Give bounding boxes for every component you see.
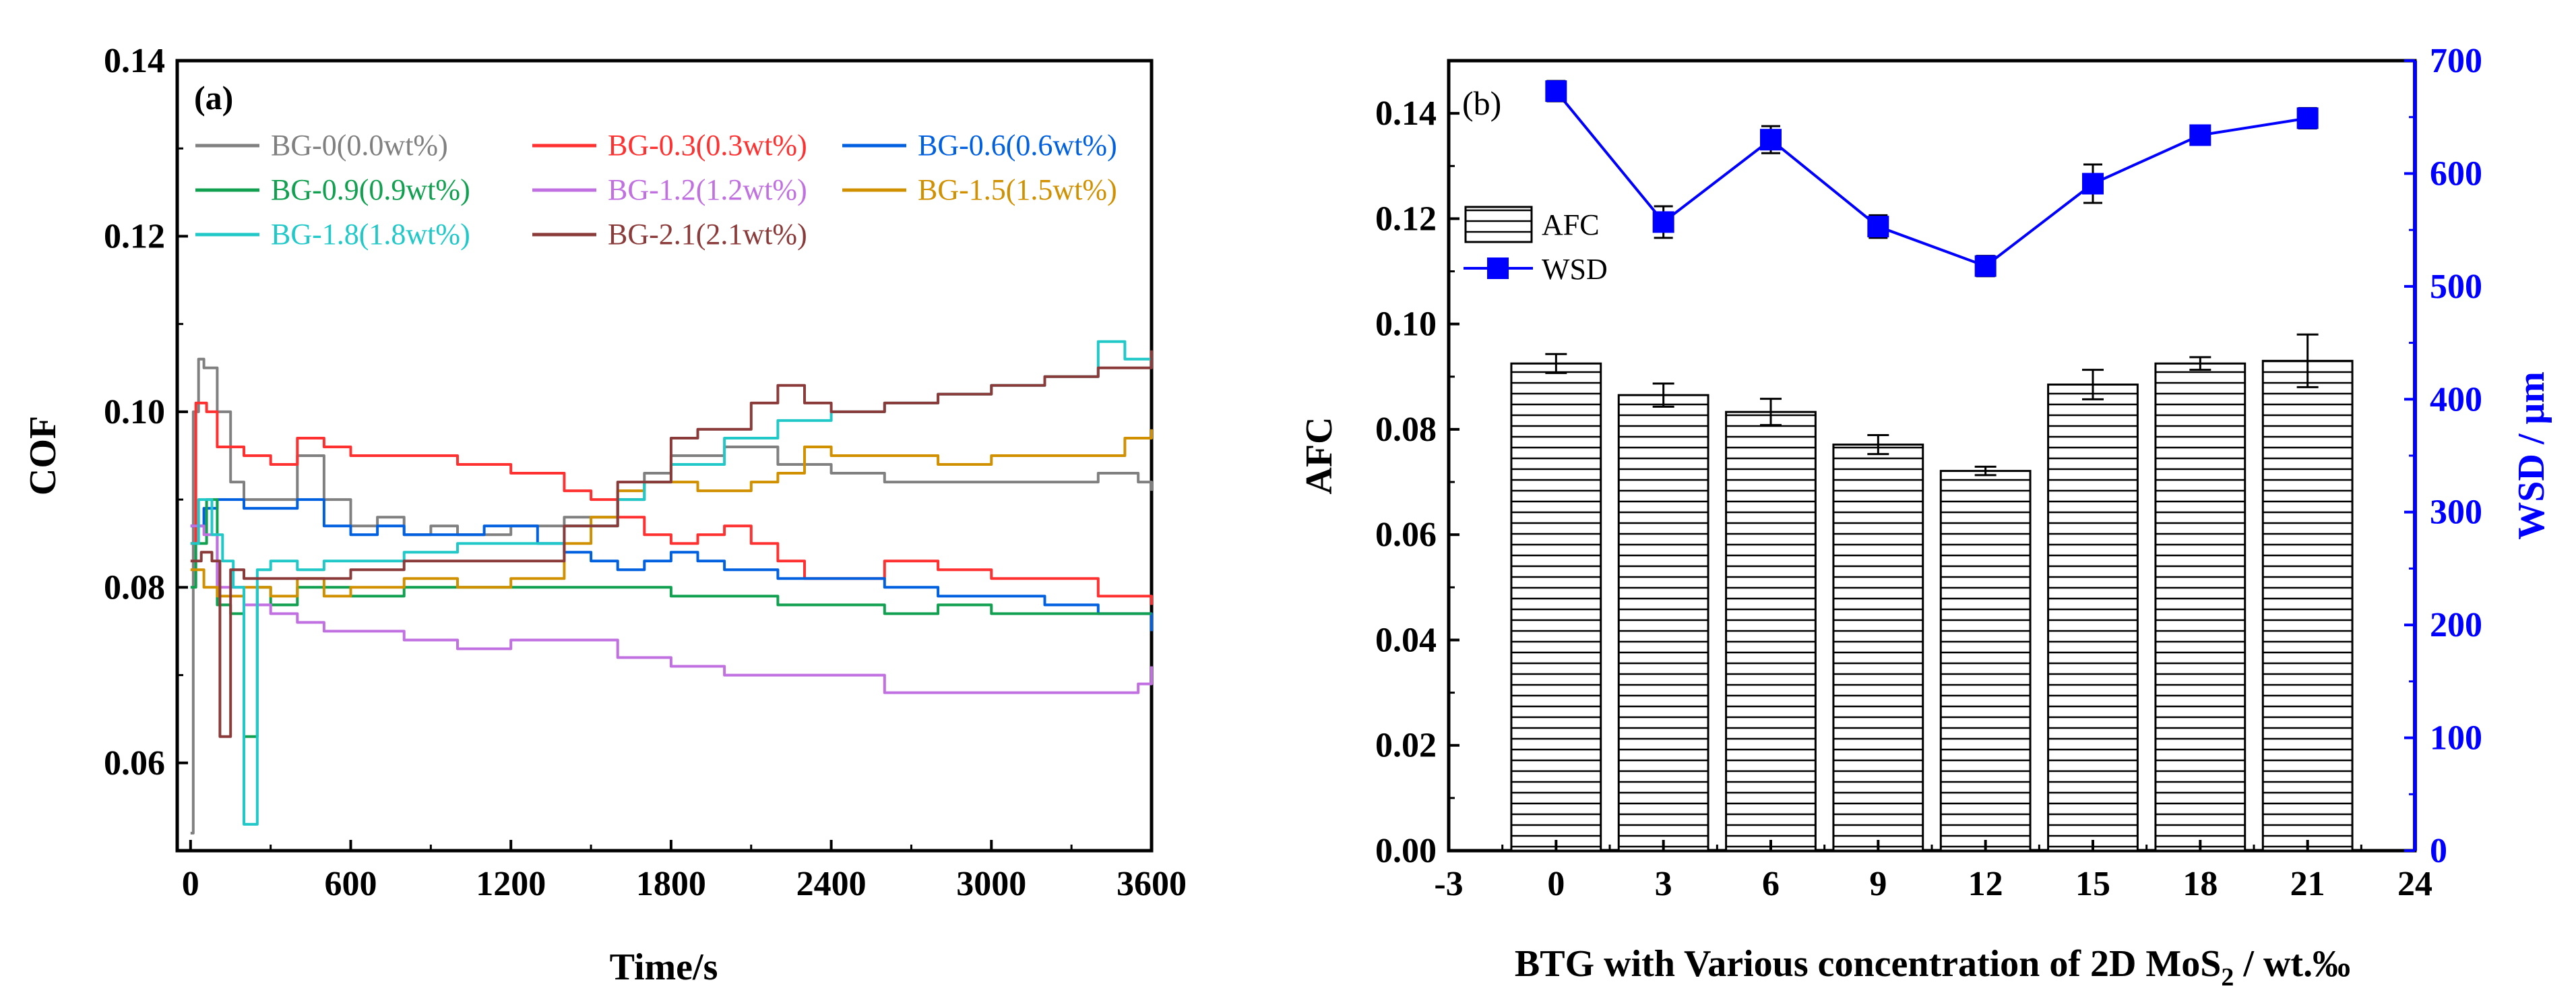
afc-bar xyxy=(1725,411,1817,852)
chart-panel-b: -3 0 3 6 9 12 15 18 21 24 0.00 0.02 0.04 0.06 0.08 0.10… xyxy=(1298,42,2552,992)
y-right-tick-label-b: 200 xyxy=(2430,606,2482,644)
y-tick-label-b: 0.12 xyxy=(1375,200,1437,238)
y-tick-label-a: 0.06 xyxy=(104,744,165,783)
wsd-marker xyxy=(1760,129,1782,151)
series-line-a-4 xyxy=(190,498,1152,738)
legend-label-a: BG-2.1(2.1wt%) xyxy=(608,218,807,251)
y-right-tick-label-b: 300 xyxy=(2430,493,2482,532)
y-tick-label-b: 0.06 xyxy=(1375,516,1437,554)
y-right-tick-label-b: 600 xyxy=(2430,154,2482,193)
series-line-a-3 xyxy=(190,498,1153,632)
legend-swatch-wsd-marker xyxy=(1487,257,1509,279)
x-axis-label-b-sub: 2 xyxy=(2221,963,2234,992)
y-right-tick-label-b: 100 xyxy=(2430,719,2482,758)
legend-label-wsd: WSD xyxy=(1542,253,1608,286)
x-tick-label-a: 1800 xyxy=(636,865,706,903)
series-line-a-7 xyxy=(190,340,1153,826)
x-tick-label-b: 3 xyxy=(1655,865,1672,903)
afc-bar xyxy=(1939,470,2032,852)
x-axis-label-b-suffix: / wt.‰ xyxy=(2234,943,2350,985)
legend-label-a: BG-0(0.0wt%) xyxy=(271,129,448,162)
x-tick-label-a: 600 xyxy=(325,865,377,903)
wsd-marker xyxy=(1652,211,1674,233)
legend-label-a: BG-1.5(1.5wt%) xyxy=(918,173,1117,206)
afc-bar xyxy=(2047,384,2139,852)
afc-bar xyxy=(2154,362,2247,852)
afc-bar xyxy=(1832,444,1924,852)
y-tick-label-b: 0.08 xyxy=(1375,411,1437,449)
y-axis-label-b: AFC xyxy=(1298,417,1340,494)
x-tick-label-a: 3600 xyxy=(1117,865,1187,903)
legend-label-a: BG-0.3(0.3wt%) xyxy=(608,129,807,162)
series-line-a-8 xyxy=(190,350,1153,738)
legend-swatch-afc xyxy=(1464,206,1533,243)
x-tick-label-b: 24 xyxy=(2397,865,2432,903)
wsd-marker xyxy=(2082,173,2104,195)
wsd-marker xyxy=(1867,216,1889,238)
legend-label-a: BG-1.8(1.8wt%) xyxy=(271,218,470,251)
x-tick-label-a: 2400 xyxy=(796,865,867,903)
chart-panel-a: 0 600 1200 1800 2400 3000 3600 0.06 0.08 0.10 0.12… xyxy=(22,42,1187,988)
legend-label-a: BG-0.6(0.6wt%) xyxy=(918,129,1117,162)
wsd-marker xyxy=(2296,107,2319,129)
y-tick-label-a: 0.14 xyxy=(104,42,165,80)
x-tick-label-b: 15 xyxy=(2075,865,2110,903)
x-axis-label-b-main: BTG with Various concentration of 2D MoS xyxy=(1515,943,2222,985)
y-tick-label-b: 0.10 xyxy=(1375,305,1437,344)
x-tick-label-b: 18 xyxy=(2182,865,2218,903)
afc-bar xyxy=(1617,394,1709,852)
panel-label-a: (a) xyxy=(194,79,233,117)
x-axis-label-b: BTG with Various concentration of 2D MoS… xyxy=(1515,943,2350,992)
x-tick-label-b: 21 xyxy=(2290,865,2325,903)
y-right-tick-label-b: 500 xyxy=(2430,268,2482,306)
x-tick-label-a: 3000 xyxy=(956,865,1026,903)
series-line-a-5 xyxy=(190,524,1153,694)
y-right-tick-label-b: 400 xyxy=(2430,380,2482,419)
y-tick-label-a: 0.12 xyxy=(104,217,165,255)
y-tick-label-b: 0.04 xyxy=(1375,621,1437,659)
series-line-a-2 xyxy=(190,401,1153,605)
y-right-tick-label-b: 700 xyxy=(2430,42,2482,80)
wsd-marker xyxy=(2189,124,2211,146)
x-axis-label-a: Time/s xyxy=(610,946,718,988)
wsd-line xyxy=(1554,90,2308,268)
y-tick-label-a: 0.10 xyxy=(104,393,165,431)
y-right-tick-label-b: 0 xyxy=(2430,832,2447,870)
x-tick-label-b: -3 xyxy=(1434,865,1463,903)
x-tick-label-a: 0 xyxy=(182,865,199,903)
legend-label-a: BG-0.9(0.9wt%) xyxy=(271,173,470,206)
x-tick-label-b: 12 xyxy=(1968,865,2003,903)
wsd-marker xyxy=(1545,80,1567,102)
x-tick-label-a: 1200 xyxy=(476,865,546,903)
y-tick-label-b: 0.02 xyxy=(1375,727,1437,765)
x-tick-label-b: 0 xyxy=(1547,865,1565,903)
legend-label-afc: AFC xyxy=(1542,208,1600,241)
afc-bar xyxy=(1510,362,1602,852)
legend-label-a: BG-1.2(1.2wt%) xyxy=(608,173,807,206)
y-axis-label-a: COF xyxy=(22,416,64,495)
y-axis-right-label-b: WSD / μm xyxy=(2511,371,2552,540)
panel-label-b: (b) xyxy=(1462,84,1501,122)
y-tick-label-a: 0.08 xyxy=(104,568,165,607)
afc-bar xyxy=(2261,359,2354,852)
plot-frame-a xyxy=(175,59,1154,853)
x-tick-label-b: 6 xyxy=(1762,865,1780,903)
y-tick-label-b: 0.00 xyxy=(1375,832,1437,870)
wsd-marker xyxy=(1974,255,1997,277)
y-tick-label-b: 0.14 xyxy=(1375,94,1437,133)
x-tick-label-b: 9 xyxy=(1869,865,1887,903)
